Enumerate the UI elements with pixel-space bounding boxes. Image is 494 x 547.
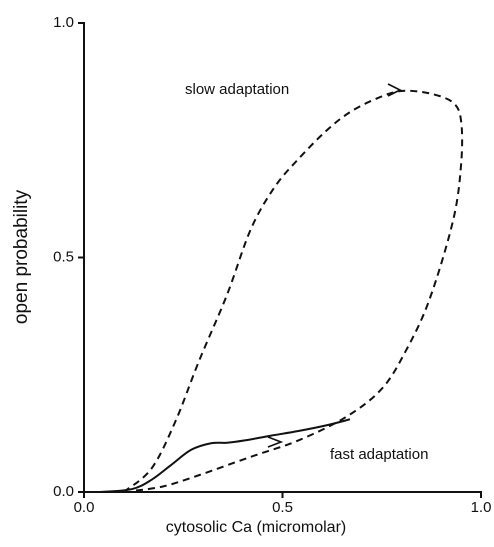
x-tick-label: 0.0 <box>74 499 95 516</box>
x-tick-label: 0.5 <box>272 499 293 516</box>
data-line <box>123 89 464 493</box>
series-label: fast adaptation <box>330 446 428 463</box>
y-tick-label: 1.0 <box>53 14 74 31</box>
arrowhead <box>387 83 402 97</box>
series-label: slow adaptation <box>185 81 289 98</box>
y-tick-label: 0.5 <box>53 248 74 265</box>
y-axis-label: open probability <box>11 189 32 324</box>
x-axis-label: cytosolic Ca (micromolar) <box>166 519 346 536</box>
data-line <box>99 418 351 493</box>
x-tick-label: 1.0 <box>471 499 492 516</box>
arrowhead <box>267 436 284 448</box>
y-tick-label: 0.0 <box>53 483 74 500</box>
